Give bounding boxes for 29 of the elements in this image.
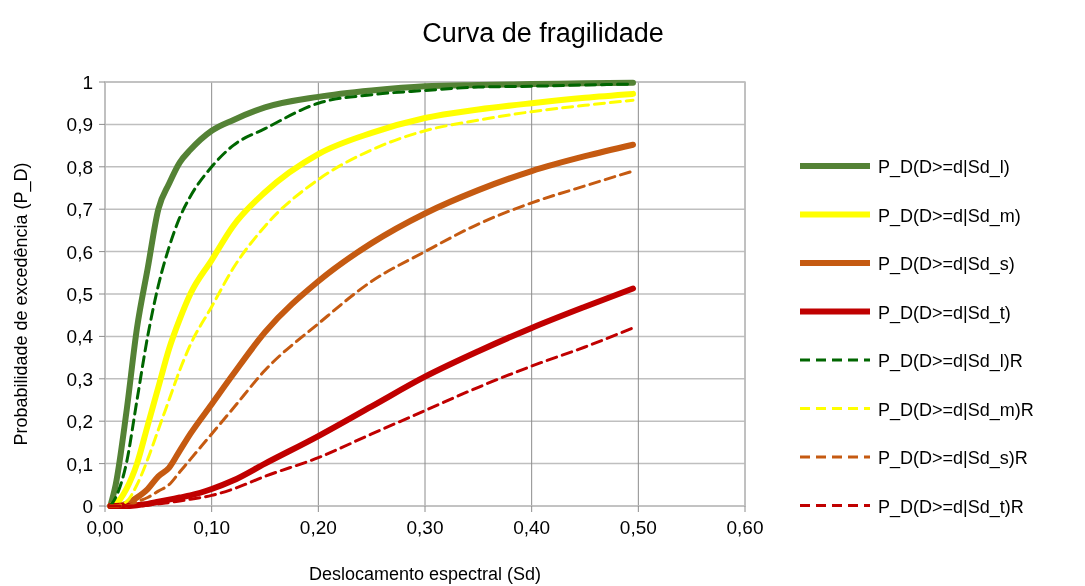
x-tick-label: 0,60 xyxy=(726,517,764,538)
x-tick-label: 0,50 xyxy=(619,517,657,538)
y-tick-label: 0,4 xyxy=(66,326,94,348)
x-tick-label: 0,30 xyxy=(406,517,444,538)
y-tick-label: 0 xyxy=(82,496,93,517)
y-tick-label: 0,3 xyxy=(66,368,93,390)
y-tick-label: 0,1 xyxy=(66,453,93,475)
legend-label: P_D(D>=d|Sd_l)R xyxy=(878,351,1023,372)
y-tick-label: 0,8 xyxy=(66,156,93,178)
legend-label: P_D(D>=d|Sd_s) xyxy=(878,254,1015,275)
legend-label: P_D(D>=d|Sd_m)R xyxy=(878,399,1034,421)
y-tick-label: 0,6 xyxy=(66,241,93,263)
x-axis-title: Deslocamento espectral (Sd) xyxy=(308,564,542,584)
y-tick-label: 0,7 xyxy=(66,199,93,221)
y-tick-label: 0,9 xyxy=(66,114,93,136)
x-tick-label: 0,20 xyxy=(299,517,337,538)
legend-label: P_D(D>=d|Sd_l) xyxy=(878,157,1010,178)
chart-title: Curva de fragilidade xyxy=(422,18,664,48)
y-tick-label: 1 xyxy=(82,72,93,93)
y-tick-label: 0,2 xyxy=(66,411,93,433)
legend-label: P_D(D>=d|Sd_t)R xyxy=(878,496,1024,518)
x-tick-label: 0,10 xyxy=(193,517,231,538)
x-tick-label: 0,40 xyxy=(513,517,551,538)
x-tick-label: 0,00 xyxy=(86,517,124,538)
legend-label: P_D(D>=d|Sd_t) xyxy=(878,302,1011,324)
y-tick-label: 0,5 xyxy=(66,284,93,305)
y-axis-title: Probabilidade de excedência (P_D) xyxy=(11,162,32,446)
legend-label: P_D(D>=d|Sd_m) xyxy=(878,205,1021,227)
legend-label: P_D(D>=d|Sd_s)R xyxy=(878,448,1028,469)
